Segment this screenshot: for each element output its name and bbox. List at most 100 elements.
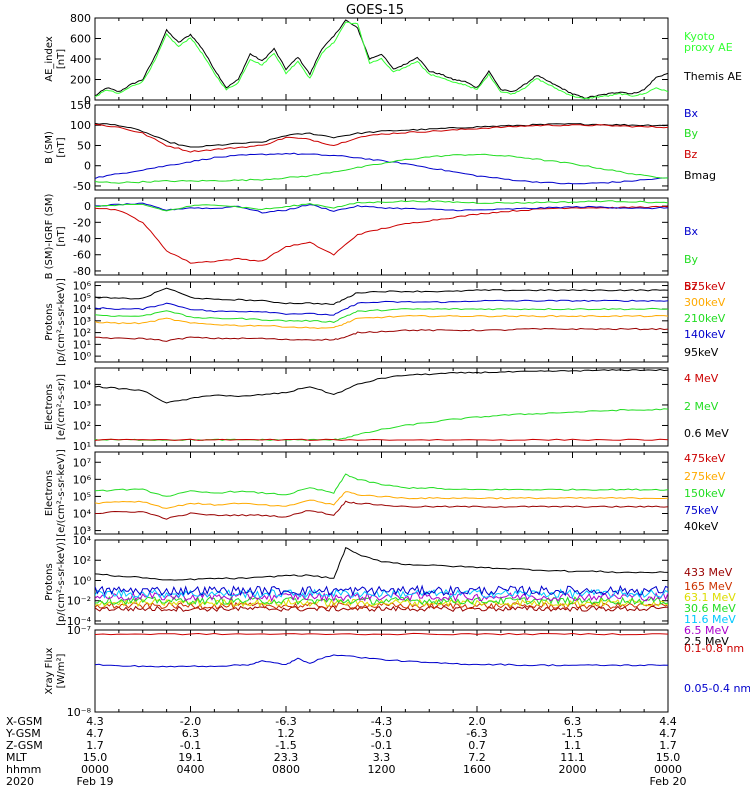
x-row-label: hhmm [6, 763, 41, 776]
x-row-value: 4.4 [659, 715, 677, 728]
x-row-value: -2.0 [180, 715, 201, 728]
b-series-by [95, 153, 668, 184]
x-row-value: 0400 [177, 763, 205, 776]
x-row-value: -0.1 [371, 739, 392, 752]
legend-label: 275keV [684, 470, 726, 483]
y-tick-label: 10⁴ [73, 534, 92, 547]
y-tick-label: 10⁻⁸ [67, 706, 92, 719]
x-row-value: -0.1 [180, 739, 201, 752]
b-series-bz [95, 123, 668, 153]
legend-label: 6.5 MeV [684, 624, 729, 637]
y-axis-label: [p/(cm²-s-sr-keV)] [56, 538, 67, 626]
prot2-panel: 10⁻⁴ 10⁻² 10⁰ 10² 10⁴ Protons [p/(cm²-s-sr-keV… [44, 534, 736, 648]
y-axis-label: Protons [44, 563, 55, 600]
b-frame [94, 104, 669, 191]
legend-label: 475keV [684, 452, 726, 465]
xray-frame [94, 629, 669, 713]
legend-label: 140keV [684, 328, 726, 341]
x-row-value: 6.3 [564, 715, 582, 728]
elec-frame [94, 367, 669, 447]
prot-series-575kev [95, 327, 668, 342]
db-series-by [95, 200, 668, 212]
legend-label: Bx [684, 107, 699, 120]
y-tick-label: 10⁰ [73, 574, 92, 587]
elec2-series-275kev [95, 491, 668, 509]
x-row-value: 4.3 [86, 715, 104, 728]
x-row-value: 15.0 [83, 751, 108, 764]
legend-label: 0.05-0.4 nm [684, 682, 750, 695]
x-row-value: 0.7 [468, 739, 486, 752]
legend-label: Kyoto [684, 30, 715, 43]
y-tick-label: 10⁵ [73, 490, 91, 503]
x-row-value: -4.3 [371, 715, 392, 728]
legend-label: 30.6 MeV [684, 602, 736, 615]
legend-label: By [684, 253, 699, 266]
y-tick-label: 10⁶ [73, 473, 92, 486]
y-tick-label: 10⁻⁴ [67, 615, 92, 628]
legend-label: 2.5 MeV [684, 635, 729, 648]
b-series-bx [95, 152, 668, 185]
x-row-value: -6.3 [275, 715, 296, 728]
prot-series-95kev [95, 287, 668, 305]
db-panel: -80 -60 -40 -20 0 B (SM)-IGRF (SM) [nT] Bx By Bz [44, 194, 699, 293]
prot-series-300kev [95, 314, 668, 330]
x-row-label: Z-GSM [6, 739, 43, 752]
x-row-value: 1.7 [659, 739, 677, 752]
elec2-series-150kev [95, 473, 668, 497]
elec-series-0-6-mev [95, 368, 668, 404]
x-row-value: -1.5 [562, 727, 583, 740]
legend-label: 210keV [684, 312, 726, 325]
x-row-value: 7.2 [468, 751, 486, 764]
y-tick-label: 10³ [73, 399, 91, 412]
x-row-value: Feb 19 [77, 775, 114, 788]
x-row-label: MLT [6, 751, 27, 764]
xray-panel: 10⁻⁸ 10⁻⁷ Xray Flux [W/m²] 0.1-0.8 nm 0.05-0.… [44, 624, 750, 719]
legend-label: Bmag [684, 169, 716, 182]
y-axis-label: [nT] [56, 226, 67, 246]
y-axis-label: [nT] [56, 49, 67, 69]
x-row-value: 23.3 [274, 751, 299, 764]
db-series-bx [95, 202, 668, 214]
legend-label: 11.6 MeV [684, 613, 736, 626]
legend-label: 40keV [684, 520, 719, 533]
y-axis-label: [e/(cm²-s-sr)] [56, 374, 67, 440]
x-row-value: Feb 20 [650, 775, 687, 788]
x-row-value: 6.3 [182, 727, 200, 740]
y-tick-label: 10⁷ [73, 456, 91, 469]
y-tick-label: 10⁴ [73, 508, 92, 521]
y-tick-label: 10² [73, 419, 91, 432]
x-row-value: 0000 [81, 763, 109, 776]
y-tick-label: -20 [73, 216, 91, 229]
b-series-bmag [95, 122, 668, 148]
db-frame [94, 197, 669, 276]
y-tick-label: -60 [73, 249, 91, 262]
legend-label: 300keV [684, 296, 726, 309]
x-row-value: -6.3 [466, 727, 487, 740]
y-axis-label: Protons [44, 303, 55, 340]
y-tick-label: 0 [84, 94, 91, 107]
y-tick-label: -50 [73, 180, 91, 193]
legend-label: 95keV [684, 346, 719, 359]
y-axis-label: Xray Flux [44, 647, 55, 694]
legend-label: proxy AE [684, 41, 733, 54]
y-tick-label: 800 [70, 12, 91, 25]
y-tick-label: 10⁶ [73, 280, 92, 293]
y-tick-label: 10³ [73, 315, 91, 328]
prot-series-140kev [95, 299, 668, 316]
x-row-value: 15.0 [656, 751, 681, 764]
ae-series-themis-ae [95, 19, 668, 99]
y-tick-label: 10⁻² [67, 595, 91, 608]
y-tick-label: 10⁵ [73, 291, 91, 304]
legend-label: Bz [684, 280, 698, 293]
x-row-value: 4.7 [86, 727, 104, 740]
y-axis-label: AE_index [44, 36, 55, 82]
y-tick-label: 100 [70, 119, 91, 132]
elec2-series-475kev [95, 500, 668, 520]
x-row-value: 0000 [654, 763, 682, 776]
y-tick-label: 10¹ [73, 338, 91, 351]
x-row-value: 19.1 [178, 751, 203, 764]
y-tick-label: 10⁴ [73, 378, 92, 391]
legend-label: Bx [684, 225, 699, 238]
